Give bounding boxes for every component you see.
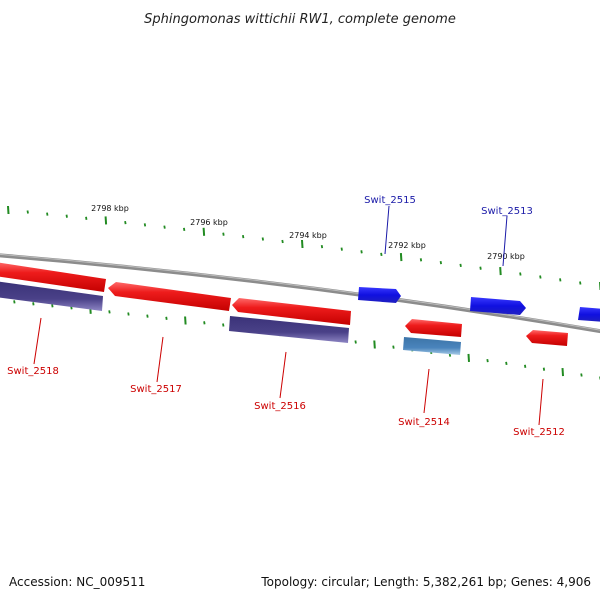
label-line-swit-2515	[384, 205, 390, 255]
gene-swit-2515[interactable]	[358, 287, 401, 303]
outer-tick-26	[519, 272, 522, 276]
inner-tick-7	[127, 312, 130, 316]
outer-tick-11	[222, 232, 225, 236]
outer-tick-27	[539, 275, 542, 279]
genome-backbone-highlight	[0, 253, 600, 331]
inner-tick-31	[580, 373, 583, 377]
outer-tick-4	[85, 216, 88, 220]
outer-tick-28	[559, 278, 562, 282]
outer-tick-25	[499, 267, 502, 276]
inner-tick-27	[505, 361, 508, 366]
outer-tick-29	[579, 281, 582, 285]
gene-label-swit-2517[interactable]: Swit_2517	[130, 384, 182, 395]
outer-tick-5	[104, 216, 108, 225]
gene-feature-lightblue[interactable]	[403, 337, 461, 355]
outer-tick-2	[46, 212, 49, 216]
scale-label-2792: 2792 kbp	[388, 241, 426, 250]
inner-tick-8	[146, 314, 149, 318]
inner-tick-3	[51, 304, 54, 308]
gene-swit-2513[interactable]	[470, 297, 526, 315]
label-line-swit-2513	[502, 215, 508, 267]
outer-tick-20	[399, 253, 403, 262]
label-line-swit-2514	[423, 368, 430, 414]
genome-summary-text: Topology: circular; Length: 5,382,261 bp…	[260, 575, 591, 589]
gene-swit-2514[interactable]	[405, 319, 462, 337]
outer-tick-9	[183, 227, 186, 232]
scale-label-2790: 2790 kbp	[487, 252, 525, 261]
outer-tick-10	[202, 227, 206, 236]
inner-tick-11	[203, 321, 206, 325]
inner-tick-1	[13, 300, 16, 304]
inner-tick-28	[524, 364, 527, 368]
outer-tick-13	[261, 237, 264, 241]
inner-tick-30	[561, 368, 564, 377]
scale-label-2794: 2794 kbp	[289, 231, 327, 240]
accession-text: Accession: NC_009511	[9, 575, 145, 589]
gene-label-swit-2518[interactable]: Swit_2518	[7, 366, 59, 377]
inner-tick-25	[467, 353, 470, 362]
outer-tick-22	[439, 260, 442, 265]
inner-tick-26	[486, 358, 489, 363]
gene-label-swit-2516[interactable]: Swit_2516	[254, 401, 306, 412]
inner-tick-20	[373, 340, 376, 349]
scale-label-2796: 2796 kbp	[190, 218, 228, 227]
inner-tick-21	[392, 345, 395, 349]
inner-tick-6	[108, 310, 111, 314]
outer-tick-21	[419, 258, 423, 262]
inner-tick-9	[165, 316, 168, 320]
gene-feature-purple-1[interactable]	[0, 281, 103, 311]
outer-tick-18	[360, 250, 363, 254]
inner-tick-10	[184, 316, 187, 325]
inner-tick-12	[222, 323, 225, 327]
label-line-swit-2516	[279, 351, 287, 399]
outer-tick-14	[281, 239, 284, 244]
label-line-swit-2512	[538, 378, 544, 426]
outer-tick-16	[320, 244, 324, 249]
label-line-swit-2517	[156, 336, 164, 383]
outer-tick-12	[242, 234, 245, 239]
outer-tick-8	[163, 225, 166, 229]
gene-swit-2518[interactable]	[0, 262, 106, 292]
label-line-swit-2518	[33, 317, 42, 365]
outer-tick-ring	[7, 205, 600, 291]
gene-feature-purple-2[interactable]	[229, 316, 349, 343]
gene-label-swit-2514[interactable]: Swit_2514	[398, 417, 450, 428]
inner-tick-29	[542, 367, 546, 371]
gene-label-swit-2515[interactable]: Swit_2515	[364, 195, 416, 206]
outer-tick-3	[65, 214, 68, 218]
gene-swit-2516[interactable]	[232, 298, 351, 325]
scale-label-2798: 2798 kbp	[91, 204, 129, 213]
outer-tick-7	[143, 223, 147, 227]
genome-title: Sphingomonas wittichii RW1, complete gen…	[144, 12, 456, 27]
gene-label-swit-2512[interactable]: Swit_2512	[513, 427, 565, 438]
gene-swit-2517[interactable]	[108, 282, 231, 311]
outer-tick-15	[301, 239, 304, 249]
outer-tick-17	[340, 247, 343, 251]
gene-swit-2512[interactable]	[526, 330, 568, 346]
genome-backbone	[0, 253, 600, 334]
outer-tick-1	[26, 210, 29, 214]
outer-tick-0	[7, 205, 10, 215]
outer-tick-6	[124, 220, 127, 225]
gene-swit-2511[interactable]	[578, 307, 600, 322]
outer-tick-19	[380, 252, 383, 257]
outer-tick-23	[459, 263, 462, 268]
gene-label-swit-2513[interactable]: Swit_2513	[481, 206, 533, 217]
outer-tick-24	[479, 266, 482, 270]
inner-tick-2	[32, 302, 35, 306]
inner-tick-19	[354, 340, 357, 344]
